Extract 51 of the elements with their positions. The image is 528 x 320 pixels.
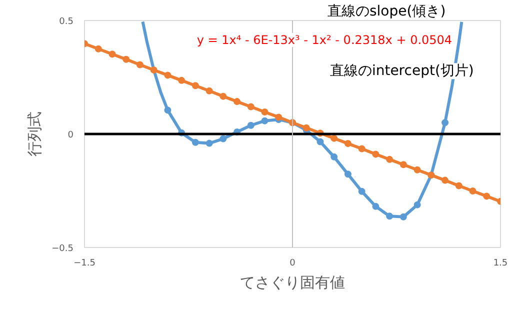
point <box>386 156 394 163</box>
point <box>94 45 102 52</box>
point <box>164 72 172 79</box>
point <box>358 188 366 195</box>
point <box>400 213 407 220</box>
point <box>400 161 407 168</box>
point <box>483 192 490 200</box>
point <box>150 66 158 74</box>
annotation: 直線のintercept(切片) <box>330 63 474 80</box>
point <box>247 122 254 129</box>
y-tick-label: 0 <box>68 130 74 140</box>
text: 直線のslope(傾き) <box>328 4 446 20</box>
x-tick-label: 0 <box>290 258 296 268</box>
x-tick-label: −1.5 <box>74 258 96 268</box>
point <box>247 103 254 110</box>
point <box>302 124 310 132</box>
point <box>261 117 268 124</box>
point <box>442 176 449 184</box>
point <box>344 140 352 148</box>
point <box>220 92 227 100</box>
point <box>358 145 366 152</box>
point <box>414 166 421 174</box>
y-axis-title: 行列式 <box>26 112 44 156</box>
point <box>206 87 213 94</box>
y-tick-label: 0.5 <box>59 17 74 27</box>
point <box>192 82 199 90</box>
point <box>469 187 476 194</box>
point <box>164 106 172 114</box>
point <box>136 61 144 68</box>
y-tick-label: −0.5 <box>52 244 74 254</box>
point <box>220 135 227 142</box>
point <box>122 56 130 63</box>
point <box>108 50 116 58</box>
point <box>192 138 199 146</box>
point <box>372 150 380 158</box>
point <box>234 98 241 106</box>
point <box>330 153 338 160</box>
point <box>344 170 352 178</box>
point <box>455 182 462 190</box>
point <box>316 138 324 146</box>
point <box>261 108 268 116</box>
annotation: y = 1x⁴ - 6E-13x³ - 1x² - 0.2318x + 0.0504 <box>196 33 452 48</box>
point <box>206 140 213 147</box>
x-tick-label: 1.5 <box>493 258 508 268</box>
point <box>386 212 394 220</box>
point <box>372 202 380 210</box>
x-axis-title: てさぐり固有値 <box>240 274 345 292</box>
point <box>330 134 338 142</box>
point <box>414 201 421 208</box>
point <box>178 76 186 84</box>
point <box>442 119 449 126</box>
